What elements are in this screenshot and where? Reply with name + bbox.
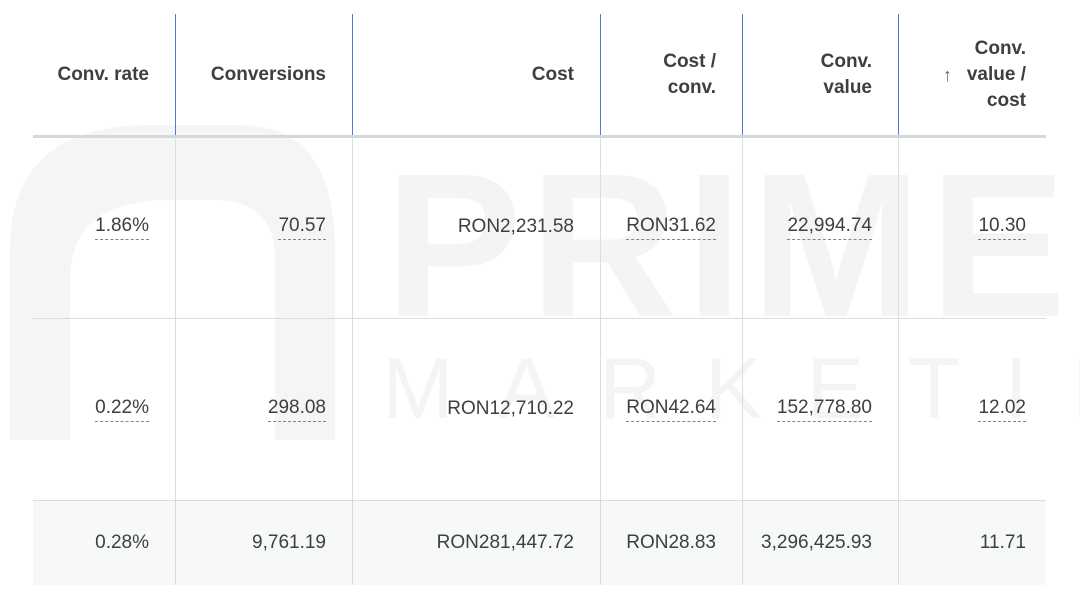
table-cell: 12.02 [898,318,1046,500]
header-divider [898,14,899,136]
table-cell: RON31.62 [600,136,742,318]
column-divider [898,136,899,585]
column-header[interactable]: Conv. value [742,14,898,136]
column-divider [175,136,176,585]
column-header[interactable]: Cost / conv. [600,14,742,136]
table-cell: 1.86% [33,136,175,318]
cell-value: RON2,231.58 [457,216,574,237]
column-header[interactable]: Cost [352,14,600,136]
cell-value[interactable]: 298.08 [267,397,326,422]
table-cell: 0.28% [33,500,175,585]
table-cell: RON2,231.58 [352,136,600,318]
column-header[interactable]: ↑ Conv. value / cost [898,14,1046,136]
cell-value: RON281,447.72 [436,531,574,553]
cell-value: 9,761.19 [252,531,326,553]
table-cell: 298.08 [175,318,352,500]
table-cell: 152,778.80 [742,318,898,500]
header-border [33,135,1046,138]
header-text: Cost / conv. [663,51,716,98]
cell-value[interactable]: 10.30 [978,215,1026,240]
header-text: Cost [531,64,574,85]
cell-value[interactable]: 0.22% [95,397,149,422]
table-cell: 10.30 [898,136,1046,318]
cell-value[interactable]: 70.57 [278,215,326,240]
cell-value: 0.28% [95,531,149,553]
column-divider [742,136,743,585]
table-cell: RON28.83 [600,500,742,585]
cell-value: 11.71 [979,531,1026,553]
header-text: Conv. value / cost [966,38,1026,111]
header-divider [742,14,743,136]
table-cell: RON281,447.72 [352,500,600,585]
header-text: Conv. value [820,51,872,98]
cell-value[interactable]: RON31.62 [626,215,716,240]
table-cell: 11.71 [898,500,1046,585]
sort-arrow: ↑ [943,65,952,85]
header-divider [175,14,176,136]
column-divider [352,136,353,585]
header-text: Conversions [210,64,326,85]
table-cell: 0.22% [33,318,175,500]
total-row-bg [33,500,1046,585]
cell-value[interactable]: 152,778.80 [776,397,872,422]
cell-value[interactable]: 12.02 [978,397,1026,422]
cell-value[interactable]: 22,994.74 [787,215,872,240]
column-divider [600,136,601,585]
cell-value: 3,296,425.93 [761,531,872,553]
table-cell: 70.57 [175,136,352,318]
column-header[interactable]: Conversions [175,14,352,136]
cell-value: RON28.83 [626,531,716,553]
cell-value: RON12,710.22 [447,398,574,419]
row-divider [33,500,1046,501]
header-divider [352,14,353,136]
cell-value[interactable]: 1.86% [95,215,149,240]
header-divider [600,14,601,136]
row-divider [33,318,1046,319]
table-cell: 9,761.19 [175,500,352,585]
table-cell: 3,296,425.93 [742,500,898,585]
cell-value[interactable]: RON42.64 [626,397,716,422]
header-text: Conv. rate [57,64,149,85]
table-cell: RON12,710.22 [352,318,600,500]
column-header[interactable]: Conv. rate [33,14,175,136]
watermark-subtitle: MARKETING [382,340,1080,439]
table-cell: RON42.64 [600,318,742,500]
watermark-title: PRIME [385,128,1074,364]
table-cell: 22,994.74 [742,136,898,318]
